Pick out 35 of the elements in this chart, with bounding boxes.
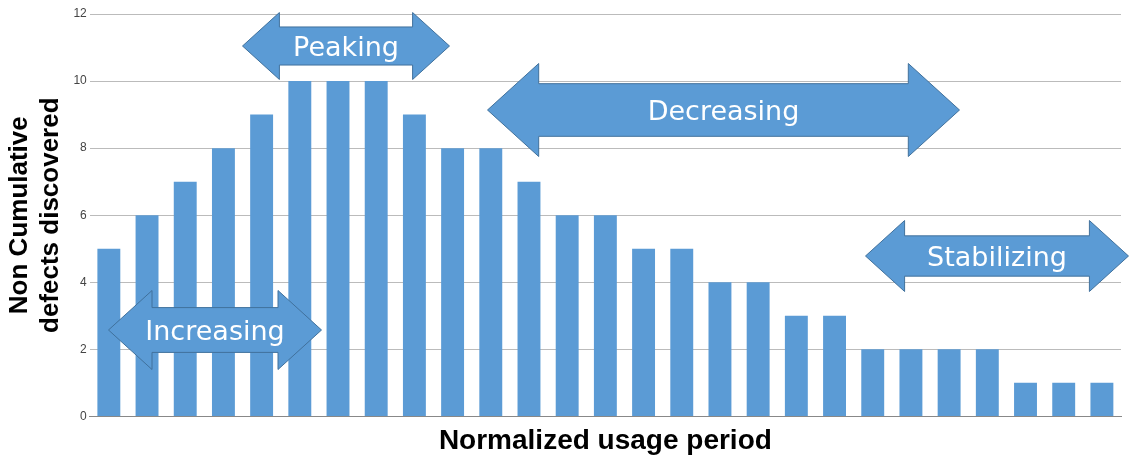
bar [708, 282, 732, 416]
y-tick-label: 6 [80, 207, 88, 222]
bar [861, 349, 885, 416]
annotation: Stabilizing [927, 240, 1067, 272]
y-tick-label: 10 [73, 73, 88, 88]
bar [1014, 382, 1037, 416]
bar [555, 215, 579, 416]
bar [899, 349, 923, 416]
bar [479, 148, 503, 416]
bar [823, 315, 846, 416]
bar [517, 181, 541, 416]
annotation: Increasing [145, 314, 285, 346]
bar [1052, 382, 1076, 416]
annotation: Peaking [293, 30, 399, 62]
bar [784, 315, 808, 416]
bar [441, 148, 465, 416]
y-tick-label: 2 [80, 341, 88, 356]
bar [1090, 382, 1114, 416]
annotation: Decreasing [647, 94, 800, 126]
y-tick-label: 12 [73, 6, 88, 21]
bar [364, 81, 388, 416]
bar [975, 349, 999, 416]
y-tick-label: 4 [80, 274, 88, 289]
x-axis-title: Normalized usage period [438, 423, 772, 455]
y-axis-title: Non Cumulative defects discovered [2, 97, 64, 333]
y-tick-label: 8 [80, 140, 88, 155]
bar [326, 81, 350, 416]
bar [670, 248, 694, 416]
bar [402, 114, 426, 416]
bar [632, 248, 656, 416]
bar [97, 248, 121, 416]
y-tick-label: 0 [80, 408, 88, 423]
bar [593, 215, 617, 416]
bar [746, 282, 770, 416]
bar [937, 349, 961, 416]
